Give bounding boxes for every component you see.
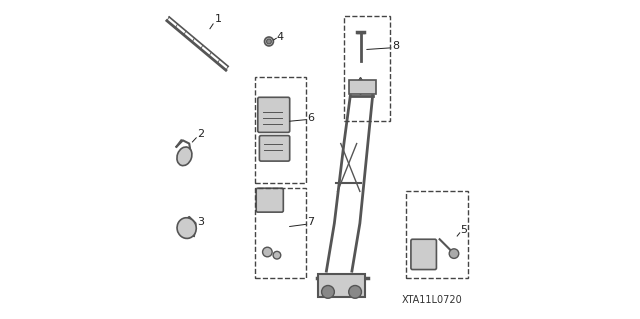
Ellipse shape [264,37,273,46]
Ellipse shape [267,39,271,44]
Text: 8: 8 [392,41,399,51]
Ellipse shape [177,218,196,238]
Text: 5: 5 [460,225,467,235]
Circle shape [262,247,272,257]
Text: 3: 3 [197,217,204,227]
Circle shape [449,249,459,258]
FancyBboxPatch shape [256,188,284,212]
FancyBboxPatch shape [259,136,290,161]
Text: XTA11L0720: XTA11L0720 [401,295,462,305]
Text: 4: 4 [277,32,284,42]
FancyBboxPatch shape [319,274,365,297]
Text: 7: 7 [307,217,314,227]
FancyBboxPatch shape [258,97,290,132]
Text: 2: 2 [197,129,204,139]
Circle shape [273,251,281,259]
Text: 6: 6 [307,113,314,123]
Polygon shape [355,78,366,94]
Text: 1: 1 [215,14,221,24]
Circle shape [321,286,334,298]
Circle shape [349,286,362,298]
Ellipse shape [177,147,192,166]
FancyBboxPatch shape [411,239,436,270]
FancyBboxPatch shape [349,80,376,94]
